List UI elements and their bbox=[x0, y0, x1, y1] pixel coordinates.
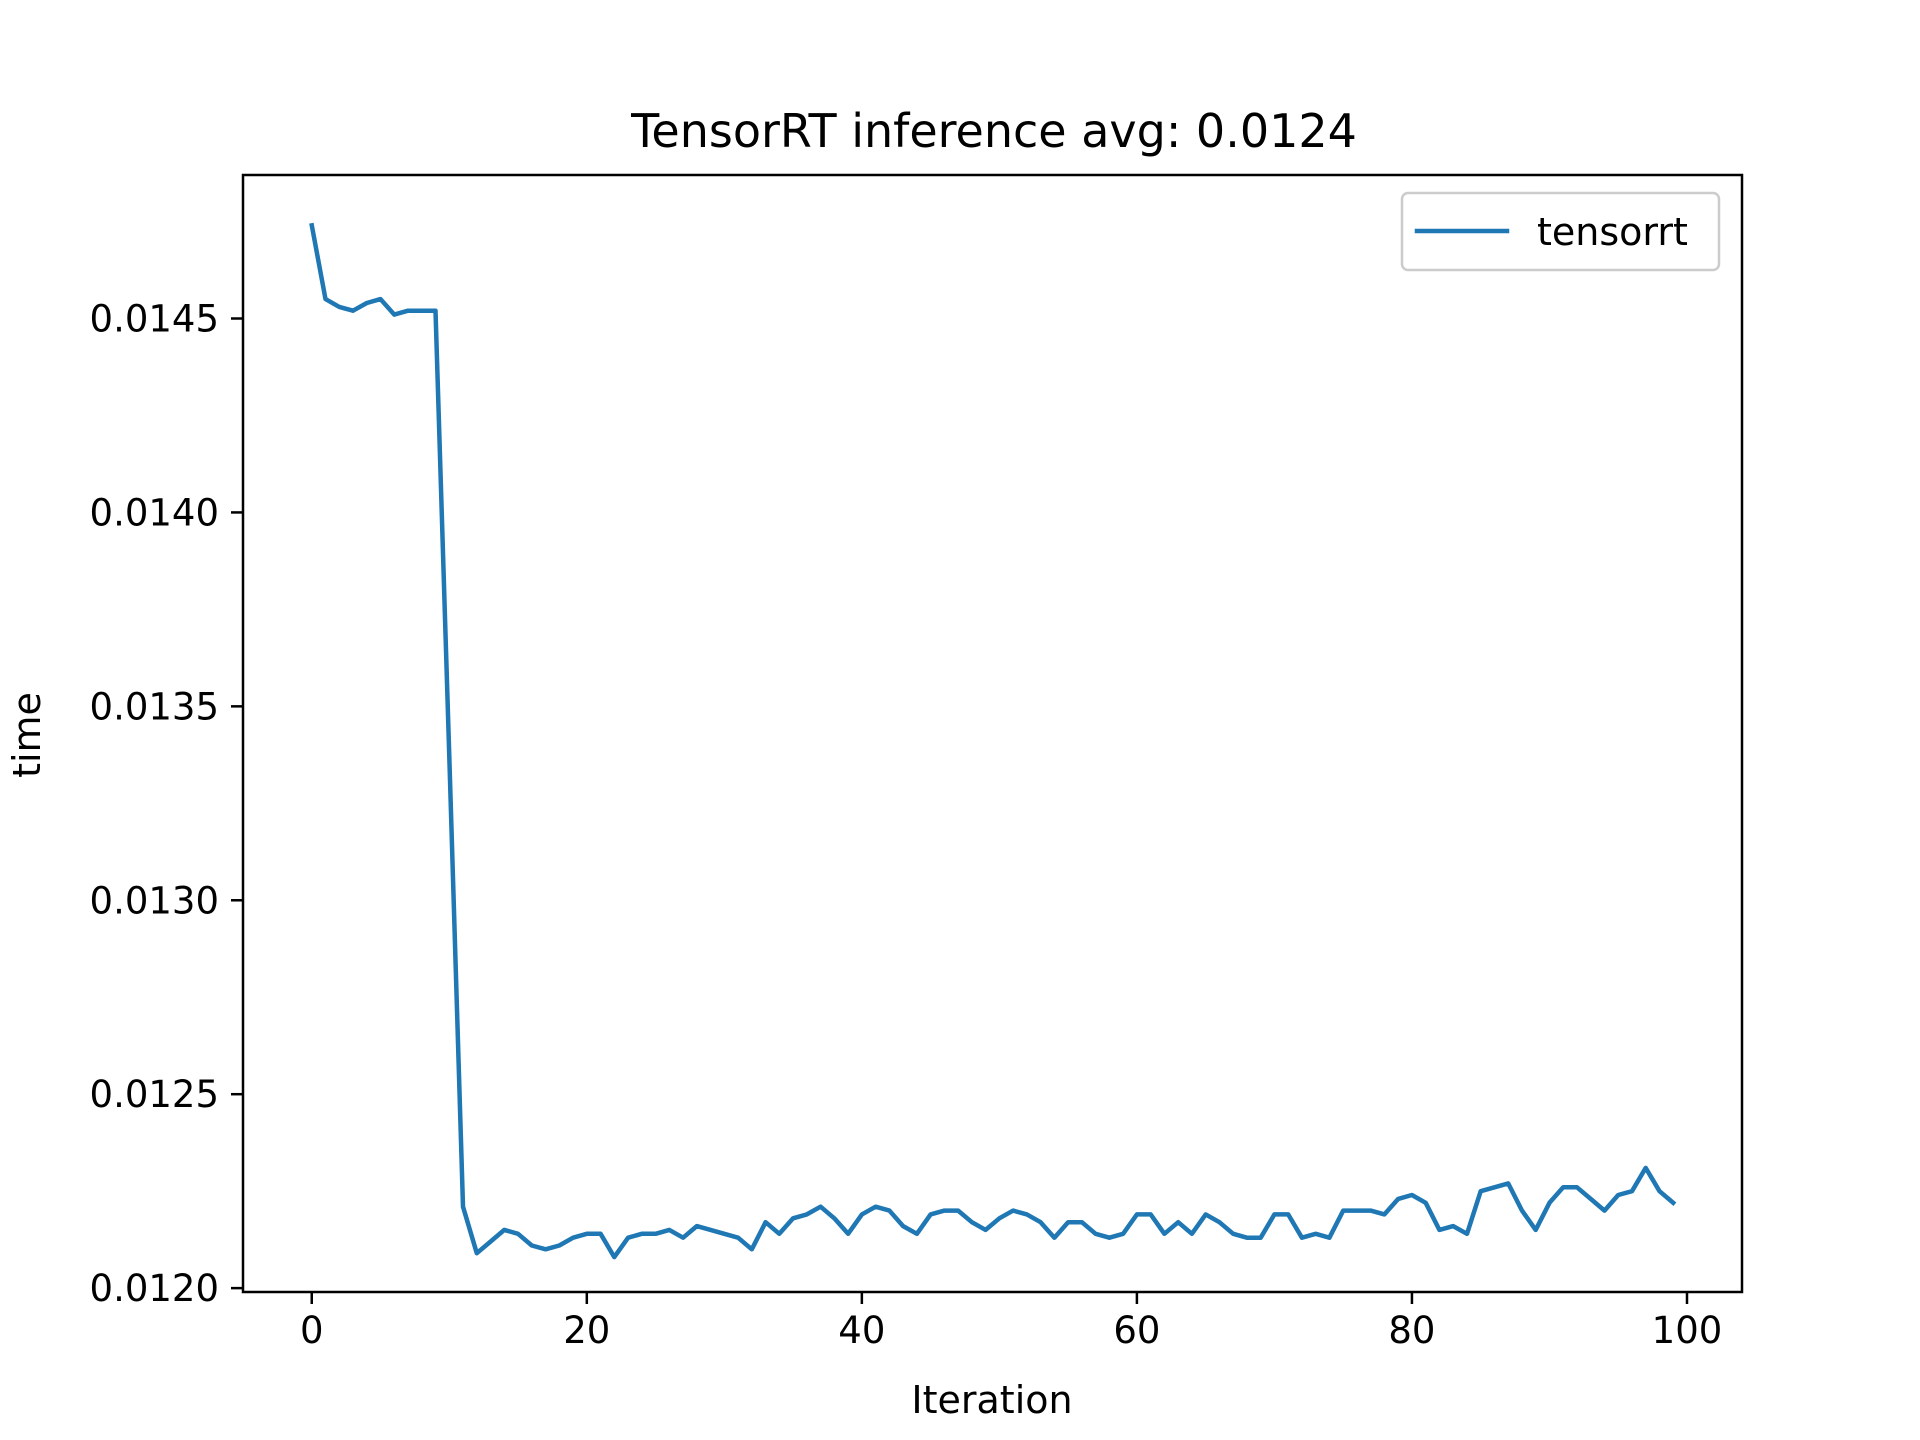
x-tick-label: 0 bbox=[300, 1309, 324, 1352]
y-tick-label: 0.0120 bbox=[90, 1267, 219, 1310]
x-axis: 0 20 40 60 80 100 bbox=[300, 1292, 1722, 1352]
y-tick-label: 0.0145 bbox=[90, 298, 219, 341]
y-axis-label: time bbox=[5, 692, 49, 778]
y-axis: 0.0120 0.0125 0.0130 0.0135 0.0140 0.0145 bbox=[90, 298, 243, 1310]
legend-box bbox=[1400, 191, 1721, 272]
plot-area bbox=[309, 222, 1677, 1260]
x-tick-label: 40 bbox=[838, 1309, 885, 1352]
y-tick-label: 0.0130 bbox=[90, 879, 219, 922]
axes-frame bbox=[241, 173, 1744, 1294]
x-tick-label: 20 bbox=[563, 1309, 610, 1352]
x-tick-label: 100 bbox=[1652, 1309, 1723, 1352]
legend-label-tensorrt: tensorrt bbox=[1537, 210, 1688, 254]
legend: tensorrt bbox=[1400, 191, 1721, 272]
series-line-tensorrt bbox=[309, 222, 1677, 1260]
x-axis-label: Iteration bbox=[911, 1378, 1072, 1422]
y-tick-label: 0.0140 bbox=[90, 491, 219, 534]
chart-title: TensorRT inference avg: 0.0124 bbox=[630, 104, 1357, 158]
x-tick-label: 60 bbox=[1113, 1309, 1160, 1352]
y-tick-label: 0.0135 bbox=[90, 685, 219, 728]
y-tick-label: 0.0125 bbox=[90, 1073, 219, 1116]
x-tick-label: 80 bbox=[1388, 1309, 1435, 1352]
